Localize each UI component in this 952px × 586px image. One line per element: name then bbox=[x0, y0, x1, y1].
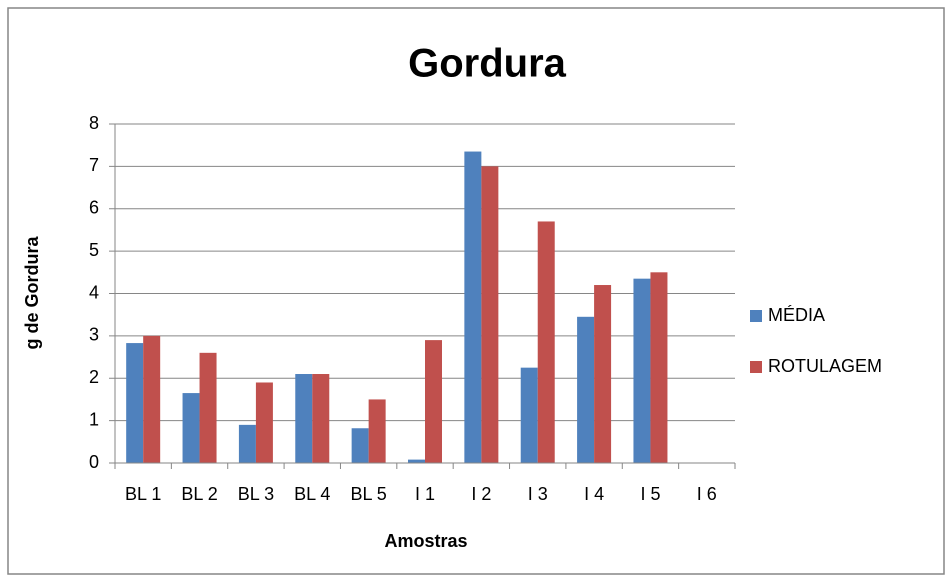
x-tick-label: BL 3 bbox=[238, 484, 274, 504]
y-axis-label: g de Gordura bbox=[22, 236, 42, 350]
x-tick-label: BL 5 bbox=[350, 484, 386, 504]
y-tick-label: 2 bbox=[89, 367, 99, 387]
bar bbox=[126, 343, 144, 463]
x-tick-label: I 3 bbox=[528, 484, 548, 504]
bar bbox=[594, 285, 612, 463]
y-tick-label: 3 bbox=[89, 325, 99, 345]
bar bbox=[633, 278, 651, 463]
legend-swatch bbox=[750, 361, 762, 373]
y-tick-label: 4 bbox=[89, 282, 99, 302]
x-tick-label: BL 2 bbox=[181, 484, 217, 504]
x-tick-label: BL 1 bbox=[125, 484, 161, 504]
bar bbox=[312, 374, 330, 463]
bar bbox=[481, 166, 499, 463]
bar bbox=[368, 399, 386, 463]
bar bbox=[199, 352, 217, 463]
x-tick-label: I 4 bbox=[584, 484, 604, 504]
bar bbox=[537, 221, 555, 463]
x-axis-label: Amostras bbox=[384, 531, 467, 551]
bar bbox=[650, 272, 668, 463]
x-tick-label: I 1 bbox=[415, 484, 435, 504]
y-tick-label: 1 bbox=[89, 409, 99, 429]
bar bbox=[351, 428, 369, 463]
bar bbox=[520, 367, 538, 463]
y-tick-label: 0 bbox=[89, 452, 99, 472]
bar bbox=[577, 316, 595, 463]
y-tick-label: 7 bbox=[89, 155, 99, 175]
bar bbox=[464, 151, 482, 463]
x-tick-label: I 5 bbox=[640, 484, 660, 504]
y-tick-label: 6 bbox=[89, 198, 99, 218]
x-tick-label: I 2 bbox=[471, 484, 491, 504]
legend-label: ROTULAGEM bbox=[768, 356, 882, 376]
legend-swatch bbox=[750, 310, 762, 322]
bar bbox=[408, 459, 425, 463]
bar bbox=[143, 335, 161, 463]
bar bbox=[182, 393, 200, 463]
legend-label: MÉDIA bbox=[768, 305, 825, 325]
y-tick-label: 8 bbox=[89, 113, 99, 133]
chart-title: Gordura bbox=[408, 42, 567, 86]
x-tick-label: I 6 bbox=[697, 484, 717, 504]
y-tick-label: 5 bbox=[89, 240, 99, 260]
bar bbox=[425, 340, 442, 463]
x-tick-label: BL 4 bbox=[294, 484, 330, 504]
bar bbox=[255, 382, 273, 463]
bar bbox=[295, 374, 313, 463]
bar bbox=[238, 424, 256, 463]
